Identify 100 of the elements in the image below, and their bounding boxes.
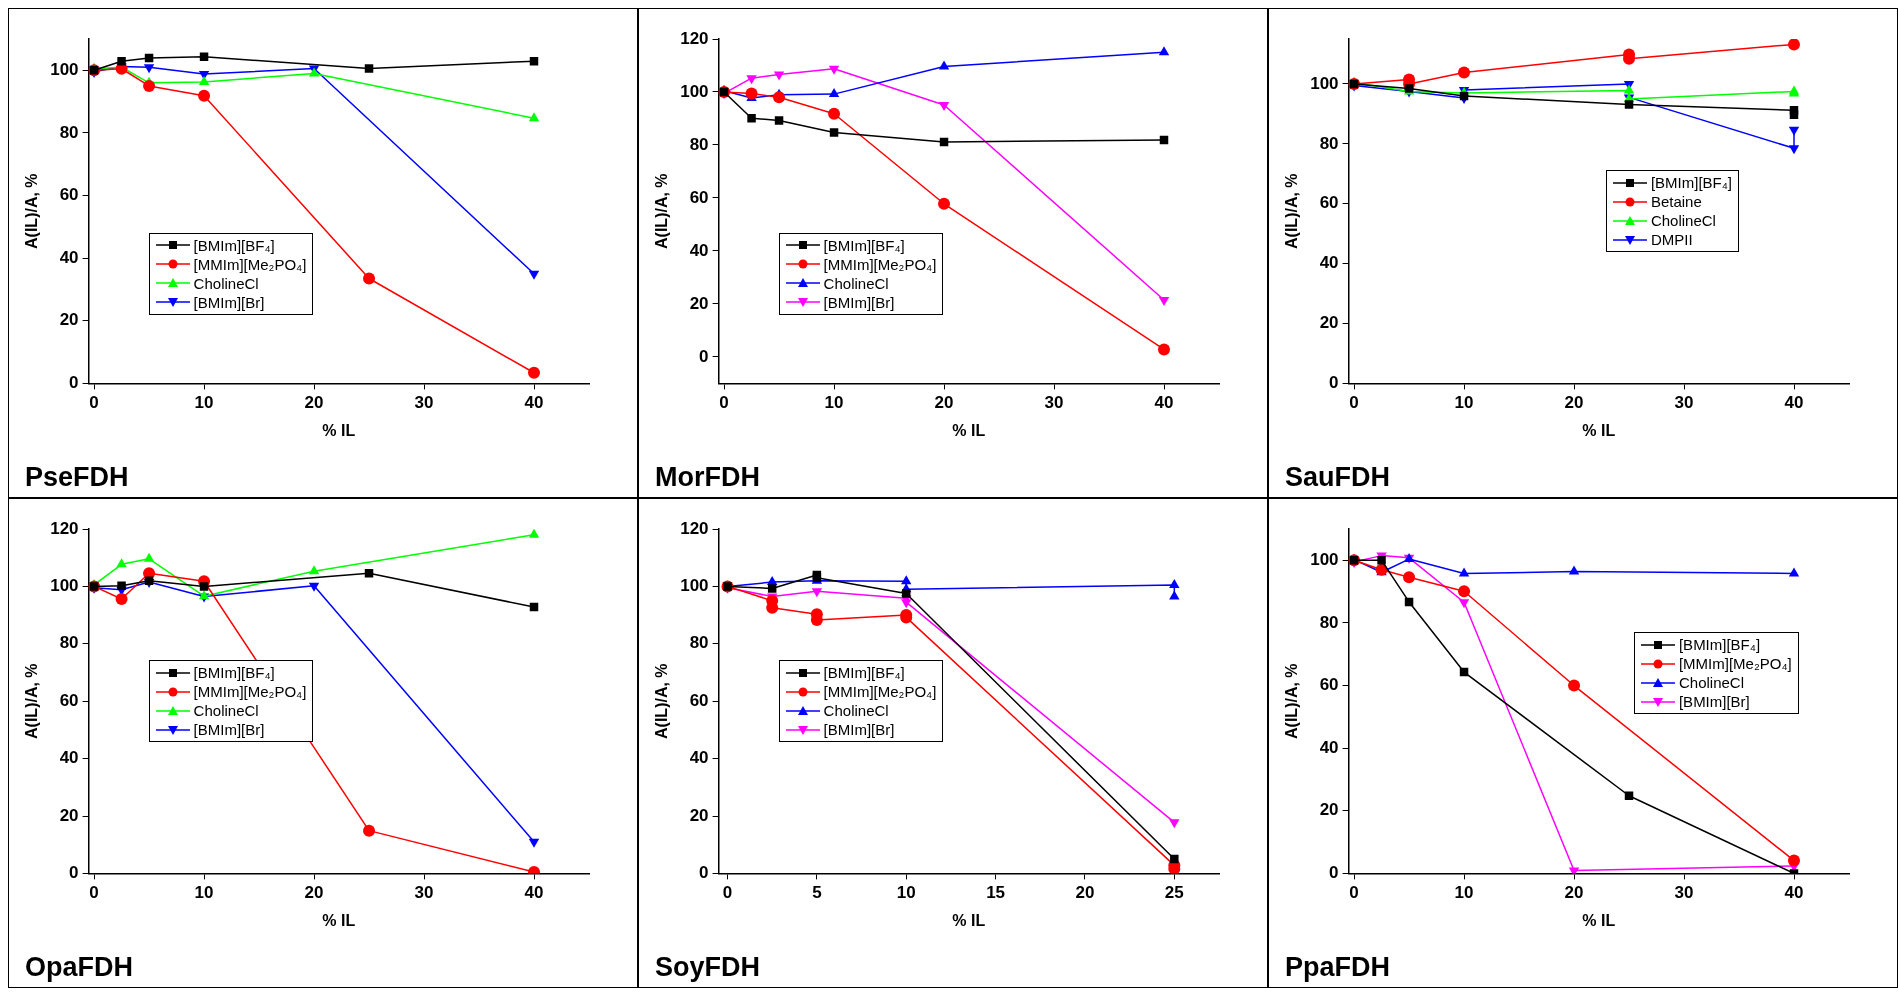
y-tick-label: 0 [1329, 863, 1339, 883]
y-tick-label: 0 [699, 863, 709, 883]
y-tick-label: 40 [689, 748, 709, 768]
y-axis-title: A(IL)/A, % [23, 663, 41, 739]
x-tick-label: 30 [1044, 393, 1064, 413]
y-tick-label: 100 [680, 576, 709, 596]
y-tick-label: 60 [689, 690, 709, 710]
legend-label: CholineCl [193, 701, 259, 721]
y-tick-label: 20 [1319, 313, 1339, 333]
x-tick-label: 40 [1154, 393, 1174, 413]
legend-label: [BMIm][BF₄] [1678, 635, 1761, 655]
text: SoyFDH [655, 952, 761, 983]
y-tick-label: 80 [689, 633, 709, 653]
x-tick-label: 30 [1674, 393, 1694, 413]
legend-label: [BMIm][BF₄] [193, 235, 275, 255]
text: PseFDH [25, 462, 129, 493]
x-tick-label: 30 [1674, 883, 1694, 903]
y-tick-label: 40 [59, 247, 79, 267]
x-axis-title: % IL [1582, 911, 1616, 929]
x-tick-label: 40 [1784, 393, 1804, 413]
y-axis-title: A(IL)/A, % [23, 173, 41, 249]
x-axis-title: % IL [322, 421, 356, 439]
legend-label: [BMIm][BF₄] [823, 663, 905, 683]
text: OpaFDH [25, 952, 133, 983]
y-tick-label: 40 [59, 748, 79, 768]
x-tick-label: 10 [1454, 393, 1474, 413]
text: MorFDH [655, 462, 760, 493]
y-tick-label: 80 [689, 134, 709, 154]
legend-label: [MMIm][Me₂PO₄] [193, 682, 307, 702]
legend-label: CholineCl [1678, 673, 1744, 693]
x-axis-title: % IL [952, 421, 986, 439]
y-tick-label: 0 [1329, 373, 1339, 393]
y-axis-title: A(IL)/A, % [1283, 173, 1301, 249]
y-tick-label: 40 [1319, 253, 1339, 273]
y-axis-title: A(IL)/A, % [653, 173, 671, 249]
legend-label: [MMIm][Me₂PO₄] [823, 682, 937, 702]
x-tick-label: 0 [89, 883, 99, 903]
x-tick-label: 40 [524, 393, 544, 413]
x-tick-label: 20 [1564, 883, 1584, 903]
x-tick-label: 30 [414, 883, 434, 903]
x-tick-label: 20 [1564, 393, 1584, 413]
y-tick-label: 20 [1319, 800, 1339, 820]
x-tick-label: 20 [1075, 883, 1095, 903]
y-tick-label: 120 [680, 518, 709, 538]
legend-label: [BMIm][BF₄] [193, 663, 275, 683]
x-tick-label: 10 [896, 883, 916, 903]
legend-label: [BMIm][Br] [1678, 692, 1750, 712]
y-tick-label: 80 [59, 633, 79, 653]
y-tick-label: 40 [689, 240, 709, 260]
y-tick-label: 80 [1319, 612, 1339, 632]
legend-label: [BMIm][Br] [823, 720, 895, 740]
y-tick-label: 0 [69, 863, 79, 883]
legend-label: DMPII [1650, 230, 1693, 250]
y-tick-label: 100 [1310, 73, 1339, 93]
y-tick-label: 80 [1319, 133, 1339, 153]
x-tick-label: 0 [719, 393, 729, 413]
y-axis-title: A(IL)/A, % [1283, 663, 1301, 739]
x-tick-label: 0 [89, 393, 99, 413]
y-tick-label: 20 [59, 310, 79, 330]
x-tick-label: 40 [524, 883, 544, 903]
y-tick-label: 60 [59, 185, 79, 205]
x-tick-label: 0 [1349, 883, 1359, 903]
y-tick-label: 0 [69, 373, 79, 393]
x-tick-label: 20 [304, 883, 324, 903]
y-tick-label: 100 [50, 576, 79, 596]
x-tick-label: 40 [1784, 883, 1804, 903]
legend-label: Betaine [1650, 192, 1702, 212]
x-tick-label: 10 [194, 883, 214, 903]
text: PpaFDH [1285, 952, 1391, 983]
y-tick-label: 60 [1319, 675, 1339, 695]
y-tick-label: 80 [59, 122, 79, 142]
legend-label: [BMIm][Br] [193, 720, 265, 740]
x-axis-title: % IL [322, 911, 356, 929]
legend-label: CholineCl [823, 701, 889, 721]
legend-label: [BMIm][Br] [193, 292, 265, 312]
y-tick-label: 0 [699, 346, 709, 366]
y-axis-title: A(IL)/A, % [653, 663, 671, 739]
y-tick-label: 60 [1319, 193, 1339, 213]
legend-label: CholineCl [193, 273, 259, 293]
x-tick-label: 10 [194, 393, 214, 413]
y-tick-label: 120 [50, 518, 79, 538]
x-tick-label: 20 [934, 393, 954, 413]
y-tick-label: 20 [59, 805, 79, 825]
legend-label: [MMIm][Me₂PO₄] [823, 254, 937, 274]
y-tick-label: 60 [59, 690, 79, 710]
x-tick-label: 30 [414, 393, 434, 413]
y-tick-label: 100 [1310, 550, 1339, 569]
y-tick-label: 40 [1319, 737, 1339, 757]
x-tick-label: 10 [824, 393, 844, 413]
x-tick-label: 20 [304, 393, 324, 413]
legend-label: CholineCl [823, 273, 889, 293]
legend-label: [MMIm][Me₂PO₄] [1678, 654, 1792, 674]
y-tick-label: 100 [50, 60, 79, 79]
text: SauFDH [1285, 462, 1391, 493]
x-tick-label: 5 [812, 883, 822, 903]
legend-label: [BMIm][Br] [823, 292, 895, 312]
y-tick-label: 120 [680, 28, 709, 48]
x-tick-label: 10 [1454, 883, 1474, 903]
x-tick-label: 15 [986, 883, 1006, 903]
legend-label: CholineCl [1650, 211, 1716, 231]
